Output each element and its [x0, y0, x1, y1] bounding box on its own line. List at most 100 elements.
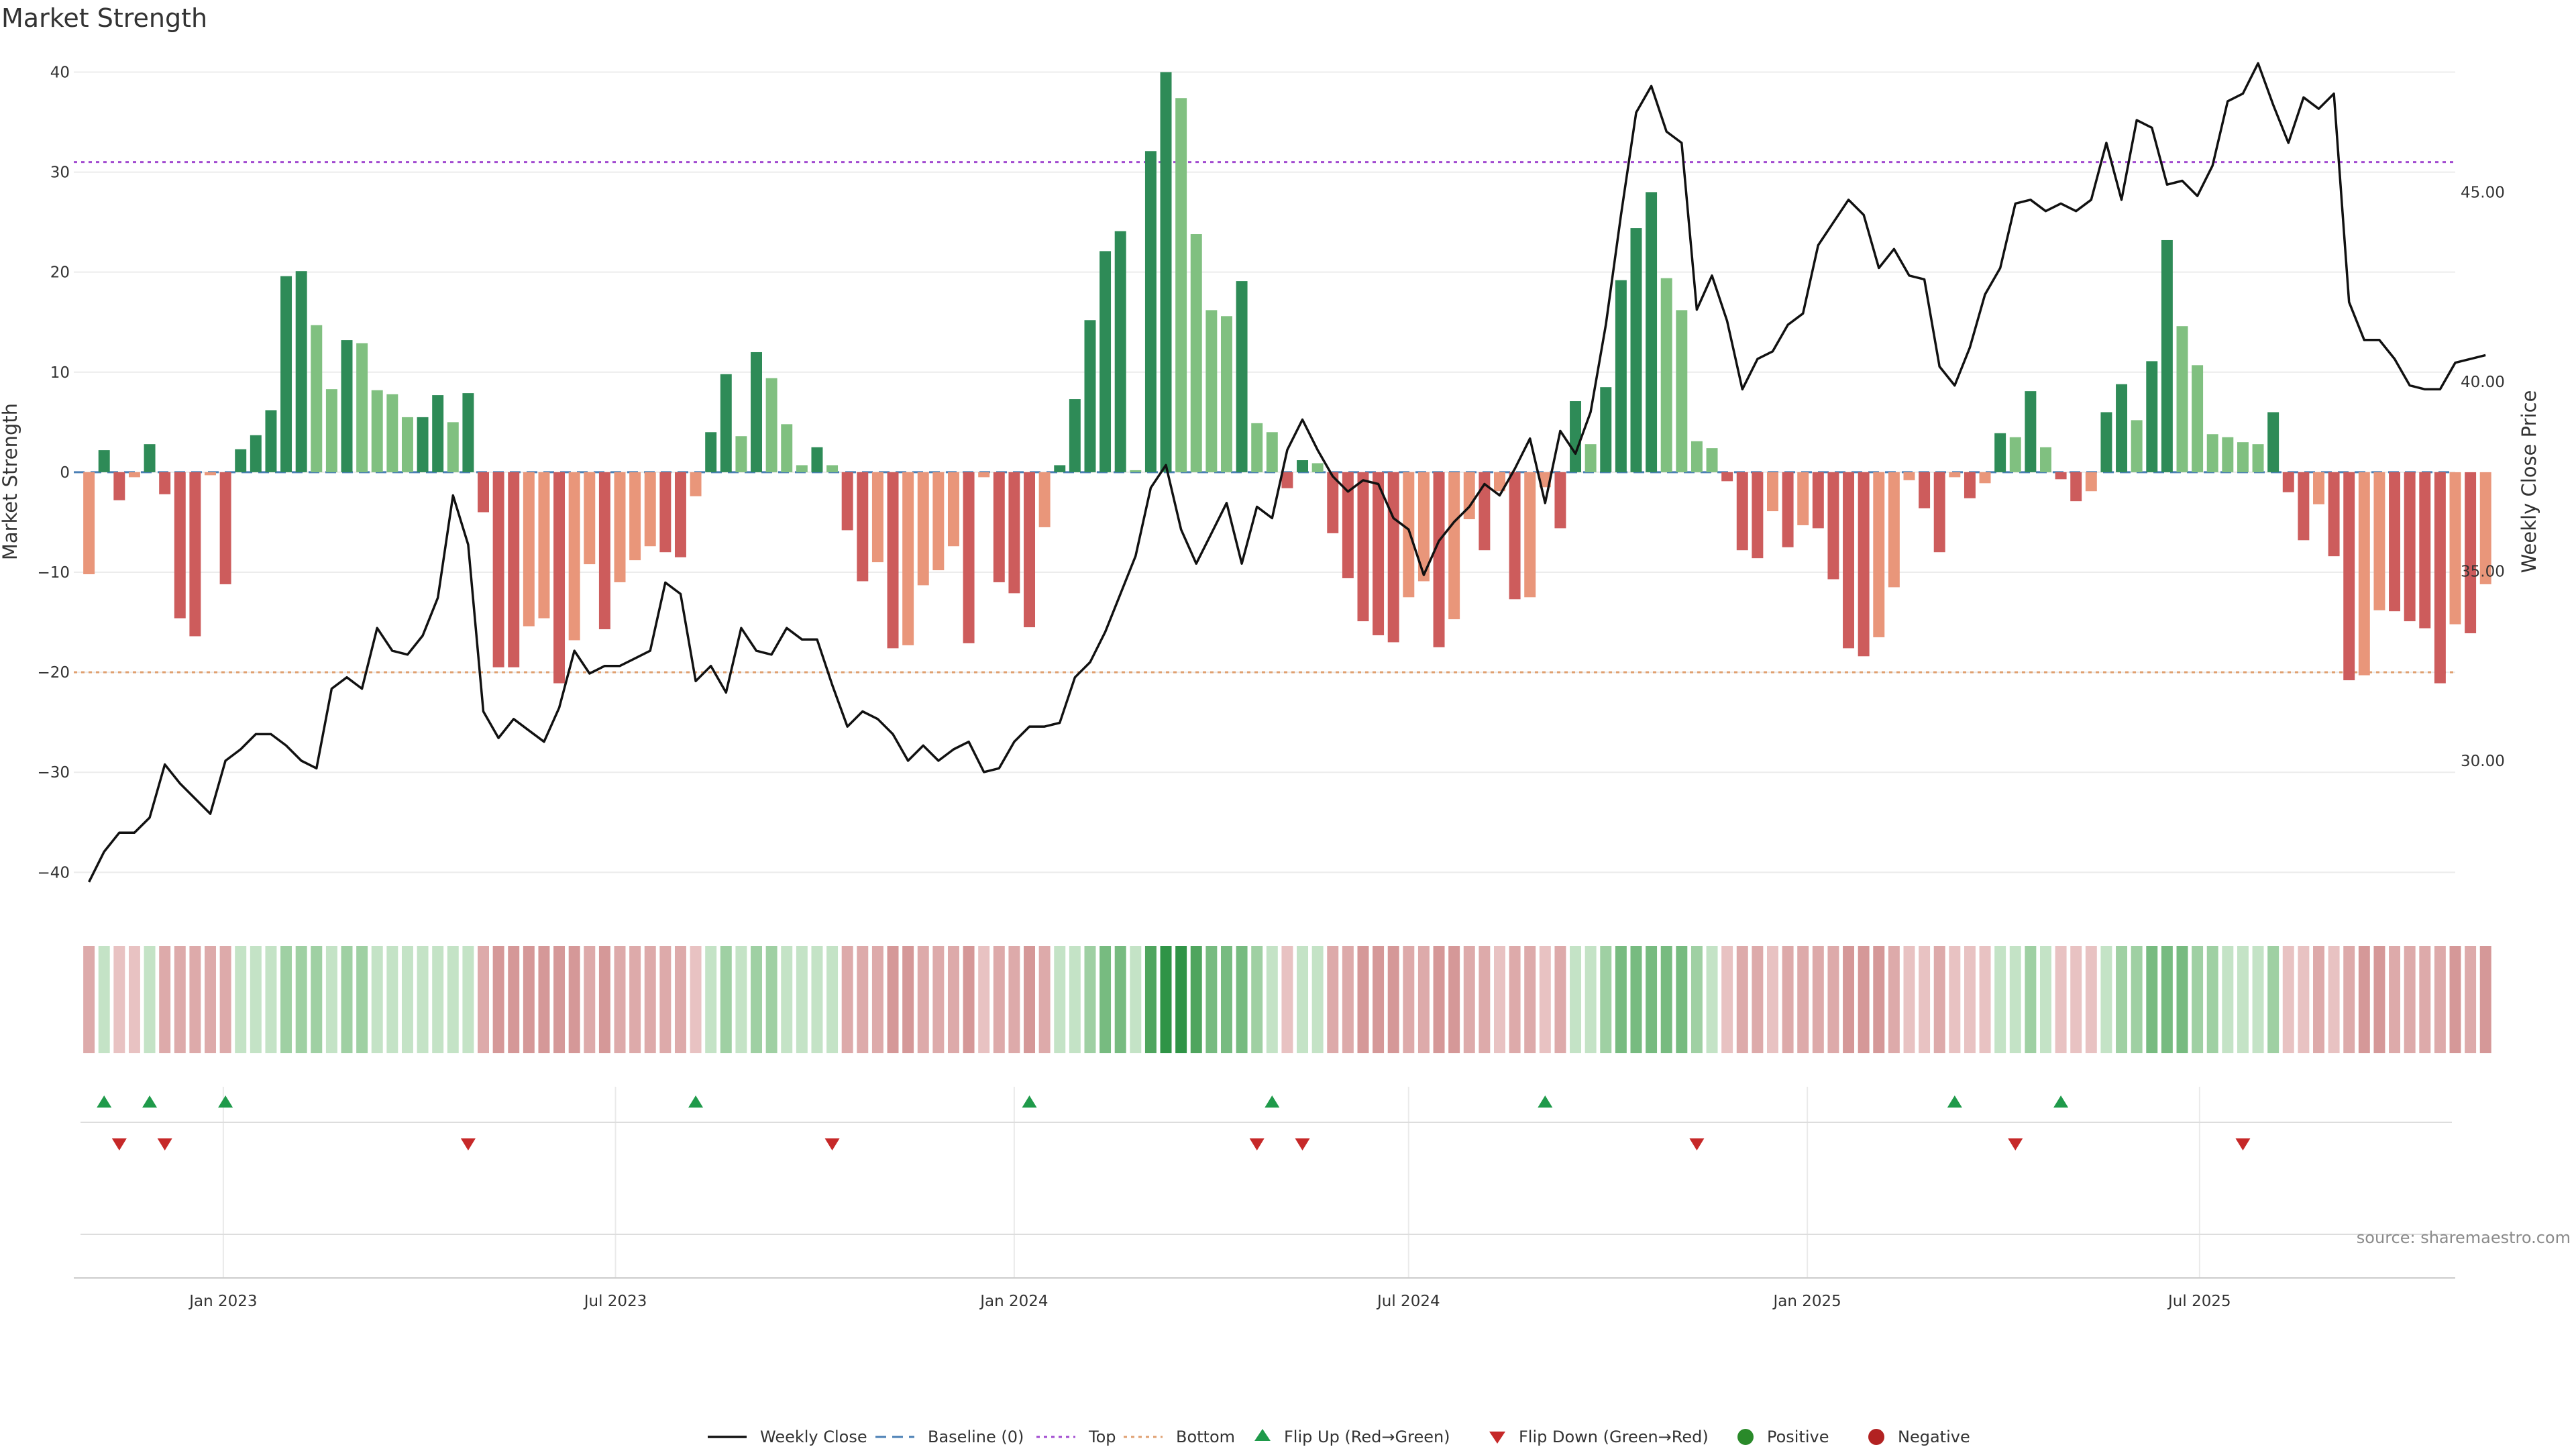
- heat-cell: [1919, 946, 1931, 1053]
- flip-down-marker: [824, 1138, 840, 1150]
- legend-label: Positive: [1767, 1428, 1829, 1446]
- gridlines: [74, 71, 2455, 1278]
- heat-cell: [598, 946, 610, 1053]
- strength-bar: [432, 395, 444, 472]
- strength-bar: [1797, 472, 1809, 525]
- heat-cell: [401, 946, 413, 1053]
- heat-cell: [1130, 946, 1142, 1053]
- strength-bar: [1008, 472, 1020, 594]
- heat-cell: [250, 946, 262, 1053]
- heat-cell: [1843, 946, 1855, 1053]
- strength-bar: [1933, 472, 1945, 553]
- strength-bar: [1736, 472, 1748, 551]
- heat-cell: [2040, 946, 2051, 1053]
- heat-cell: [644, 946, 656, 1053]
- heat-cell: [1479, 946, 1491, 1053]
- heat-cell: [1979, 946, 1991, 1053]
- strength-bar: [2479, 472, 2491, 584]
- heat-cell: [629, 946, 641, 1053]
- strength-bar: [1281, 472, 1293, 488]
- heat-cell: [1585, 946, 1597, 1053]
- heat-cell: [765, 946, 777, 1053]
- strength-bar: [341, 340, 353, 472]
- legend-label: Top: [1088, 1428, 1116, 1446]
- heat-cell: [2025, 946, 2037, 1053]
- heat-cell: [1873, 946, 1885, 1053]
- strength-bar: [902, 472, 914, 645]
- strength-bar: [735, 436, 747, 472]
- x-tick-label: Jul 2025: [2167, 1293, 2231, 1310]
- strength-bar: [2389, 472, 2401, 612]
- left-tick-label: −30: [37, 764, 70, 782]
- heat-cell: [1433, 946, 1445, 1053]
- strength-bar: [1236, 281, 1248, 472]
- strength-bar: [1585, 444, 1597, 472]
- strength-bar: [871, 472, 883, 563]
- heat-cell: [1646, 946, 1658, 1053]
- heat-cell: [720, 946, 732, 1053]
- x-tick-label: Jul 2023: [583, 1293, 647, 1310]
- strength-bar: [2298, 472, 2310, 541]
- strength-bar: [1524, 472, 1536, 598]
- strength-bar: [690, 472, 702, 496]
- flip-down-marker: [157, 1138, 172, 1150]
- strength-bar: [1311, 463, 1324, 472]
- heat-cell: [1903, 946, 1915, 1053]
- heat-cell: [1144, 946, 1157, 1053]
- strength-bar: [311, 325, 323, 472]
- heat-cell: [1858, 946, 1870, 1053]
- heat-cell: [1008, 946, 1020, 1053]
- strength-bar: [2055, 472, 2067, 480]
- strength-bar: [538, 472, 550, 619]
- heat-cell: [2131, 946, 2143, 1053]
- heat-cell: [917, 946, 929, 1053]
- heat-cell: [295, 946, 307, 1053]
- heat-cell: [871, 946, 883, 1053]
- heat-cell: [1205, 946, 1218, 1053]
- heat-cell: [796, 946, 808, 1053]
- heat-cell: [2343, 946, 2355, 1053]
- heat-cell: [2479, 946, 2491, 1053]
- heat-cell: [1524, 946, 1536, 1053]
- heat-cell: [2176, 946, 2188, 1053]
- strength-bar: [1706, 448, 1718, 472]
- chart-title: Market Strength: [1, 3, 207, 33]
- strength-bar: [978, 472, 990, 478]
- strength-bar: [1403, 472, 1415, 598]
- heat-cell: [2328, 946, 2340, 1053]
- heat-cell: [1736, 946, 1748, 1053]
- heat-cell: [2252, 946, 2264, 1053]
- strength-bar: [2465, 472, 2477, 633]
- strength-bar: [598, 472, 610, 630]
- strength-bar: [1373, 472, 1385, 635]
- heat-cell: [1357, 946, 1369, 1053]
- heat-cell: [2465, 946, 2477, 1053]
- legend-flip-up-swatch: [1254, 1429, 1271, 1441]
- strength-bar: [417, 417, 429, 472]
- heat-cell: [1676, 946, 1688, 1053]
- strength-bar: [1630, 228, 1642, 472]
- strength-bar: [1417, 472, 1430, 582]
- heat-cell: [2298, 946, 2310, 1053]
- heat-cell: [887, 946, 899, 1053]
- strength-bar: [1539, 472, 1551, 488]
- heat-cell: [2389, 946, 2401, 1053]
- flip-up-marker: [688, 1095, 704, 1108]
- strength-bar: [553, 472, 566, 684]
- strength-bar: [1433, 472, 1445, 647]
- heat-cell: [174, 946, 186, 1053]
- heat-cell: [1024, 946, 1036, 1053]
- strength-bar: [1387, 472, 1399, 643]
- flip-down-marker: [2235, 1138, 2251, 1150]
- strength-bar: [159, 472, 171, 494]
- right-tick-label: 35.00: [2461, 563, 2505, 580]
- strength-bar: [478, 472, 489, 513]
- strength-bar: [1099, 251, 1112, 472]
- heat-cell: [614, 946, 626, 1053]
- legend-label: Negative: [1898, 1428, 1970, 1446]
- x-tick-label: Jul 2024: [1376, 1293, 1440, 1310]
- strength-bar: [674, 472, 686, 557]
- heat-cell: [751, 946, 762, 1053]
- x-tick-label: Jan 2025: [1772, 1293, 1841, 1310]
- strength-bar: [280, 276, 292, 472]
